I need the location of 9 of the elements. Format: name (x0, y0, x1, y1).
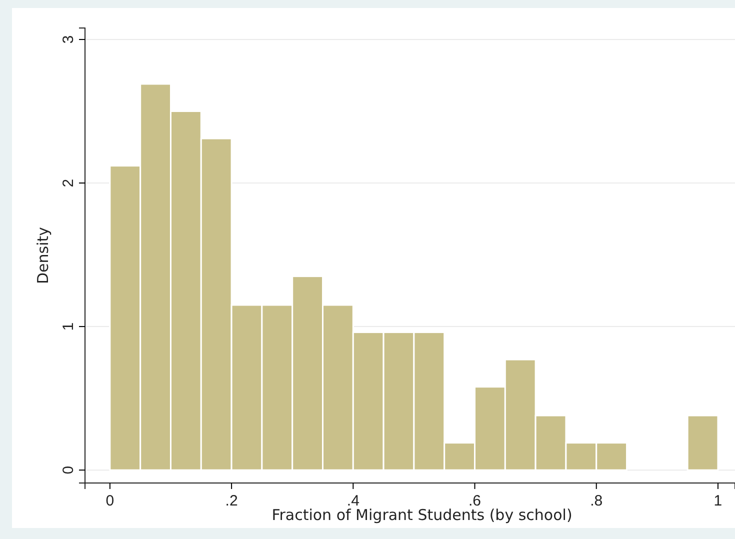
y-tick-label: 1 (60, 322, 77, 331)
x-tick-label: 0 (106, 492, 114, 510)
x-tick-label: .8 (590, 492, 603, 510)
y-axis-title: Density (34, 226, 52, 284)
y-tick-label: 3 (60, 35, 77, 44)
x-tick-label: .2 (225, 492, 238, 510)
y-tick-label: 0 (60, 466, 77, 474)
y-tick-label: 2 (60, 178, 77, 188)
x-tick-label: 1 (714, 492, 722, 510)
